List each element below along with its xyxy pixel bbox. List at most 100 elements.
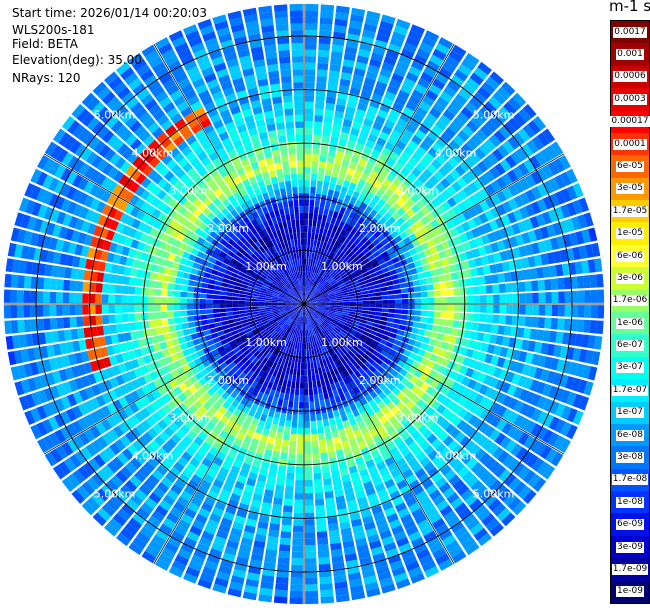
ppi-cell: [400, 513, 413, 525]
ppi-cell: [154, 288, 162, 296]
ppi-cell: [548, 400, 560, 415]
ppi-cell: [316, 340, 321, 348]
ppi-cell: [365, 376, 374, 385]
ppi-cell: [146, 254, 155, 263]
ppi-cell: [182, 199, 193, 210]
ppi-cell: [320, 221, 326, 229]
ppi-cell: [234, 336, 242, 343]
ppi-cell: [10, 305, 18, 319]
ppi-cell: [420, 195, 431, 205]
ppi-cell: [188, 321, 196, 328]
ppi-cell: [161, 154, 173, 166]
ppi-cell: [317, 268, 322, 275]
ppi-cell: [387, 290, 395, 295]
ppi-cell: [308, 295, 315, 300]
ppi-cell: [343, 278, 351, 284]
ppi-cell: [183, 572, 198, 584]
ppi-cell: [516, 270, 525, 281]
ppi-cell: [84, 166, 96, 180]
ppi-cell: [173, 501, 186, 513]
ppi-cell: [391, 202, 401, 212]
ppi-cell: [144, 152, 156, 164]
ppi-cell: [367, 493, 379, 503]
ppi-cell: [119, 212, 130, 224]
ppi-cell: [293, 307, 299, 313]
ppi-cell: [461, 125, 475, 138]
ppi-cell: [120, 129, 133, 142]
ppi-cell: [368, 365, 377, 373]
ppi-cell: [448, 139, 461, 152]
ppi-cell: [404, 188, 415, 198]
ppi-cell: [170, 433, 182, 445]
ppi-cell: [140, 93, 154, 106]
ppi-cell: [369, 99, 381, 109]
ppi-cell: [346, 225, 354, 233]
ppi-cell: [435, 42, 450, 55]
ppi-cell: [198, 222, 208, 231]
ppi-cell: [279, 281, 286, 287]
ppi-cell: [571, 377, 582, 392]
ppi-cell: [95, 187, 106, 200]
ppi-cell: [161, 193, 172, 204]
ppi-cell: [509, 360, 519, 372]
ppi-cell: [288, 319, 294, 326]
ppi-cell: [446, 411, 457, 423]
ppi-cell: [461, 376, 471, 387]
ppi-cell: [112, 425, 124, 438]
ppi-cell: [102, 315, 110, 325]
ppi-cell: [278, 300, 285, 302]
ppi-cell: [174, 376, 184, 386]
ppi-cell: [332, 476, 342, 485]
ppi-cell: [37, 204, 48, 219]
ppi-cell: [438, 558, 454, 571]
ppi-cell: [340, 527, 352, 536]
ppi-cell: [319, 227, 324, 235]
ppi-cell: [310, 180, 317, 188]
ppi-cell: [444, 127, 457, 139]
ppi-cell: [506, 304, 513, 315]
ppi-cell: [291, 304, 298, 306]
ppi-cell: [280, 291, 288, 296]
ppi-cell: [232, 487, 243, 497]
ppi-cell: [358, 158, 368, 167]
ppi-cell: [422, 264, 430, 272]
ppi-cell: [100, 190, 112, 203]
ppi-cell: [226, 540, 239, 550]
ppi-cell: [135, 387, 146, 398]
ppi-cell: [323, 115, 333, 124]
ppi-cell: [146, 392, 156, 403]
ppi-cell: [306, 342, 309, 350]
ppi-cell: [255, 383, 263, 392]
ppi-cell: [457, 130, 470, 142]
ppi-cell: [143, 461, 155, 474]
ppi-cell: [338, 514, 350, 523]
ppi-cell: [141, 550, 157, 564]
ppi-cell: [95, 201, 106, 213]
ppi-cell: [395, 457, 407, 468]
ppi-cell: [370, 246, 378, 254]
ppi-cell: [436, 193, 447, 204]
ppi-cell: [271, 299, 279, 302]
ppi-cell: [138, 338, 147, 348]
ppi-cell: [173, 255, 182, 264]
ppi-cell: [235, 350, 243, 358]
ppi-cell: [337, 387, 344, 396]
ppi-cell: [258, 514, 270, 523]
ppi-cell: [258, 308, 266, 311]
ppi-cell: [209, 484, 221, 495]
ppi-cell: [302, 330, 304, 337]
ppi-cell: [253, 288, 261, 293]
ppi-cell: [356, 328, 364, 334]
ppi-cell: [361, 313, 369, 318]
ppi-cell: [530, 423, 542, 437]
ppi-cell: [72, 124, 86, 139]
ppi-cell: [381, 334, 390, 341]
ppi-cell: [330, 339, 337, 347]
ppi-cell: [243, 391, 252, 400]
ppi-cell: [239, 426, 248, 435]
ppi-cell: [219, 489, 231, 499]
ppi-cell: [352, 345, 360, 352]
ppi-cell: [374, 378, 383, 387]
ppi-cell: [439, 282, 447, 290]
ppi-cell: [45, 372, 56, 386]
